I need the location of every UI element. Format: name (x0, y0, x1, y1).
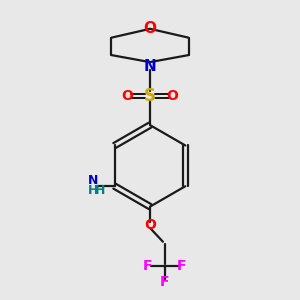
Text: F: F (177, 259, 187, 272)
Text: N: N (88, 174, 98, 187)
Text: N: N (144, 59, 156, 74)
Text: H: H (88, 184, 98, 197)
Text: S: S (144, 87, 156, 105)
Text: O: O (143, 21, 157, 36)
Text: O: O (167, 88, 178, 103)
Text: H: H (95, 184, 105, 197)
Text: O: O (122, 88, 133, 103)
Text: F: F (143, 259, 152, 272)
Text: O: O (144, 218, 156, 232)
Text: F: F (160, 275, 169, 290)
